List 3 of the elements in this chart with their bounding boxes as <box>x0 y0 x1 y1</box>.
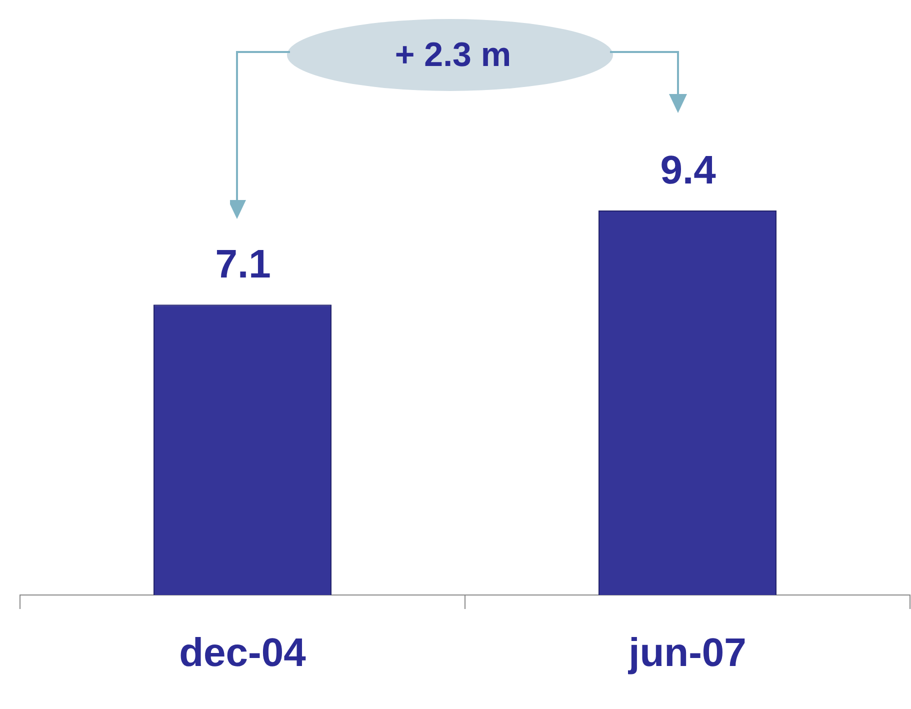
data-label: 7.1 <box>215 242 271 287</box>
x-tick-label: dec-04 <box>179 631 307 676</box>
x-tick-label: jun-07 <box>628 631 746 676</box>
